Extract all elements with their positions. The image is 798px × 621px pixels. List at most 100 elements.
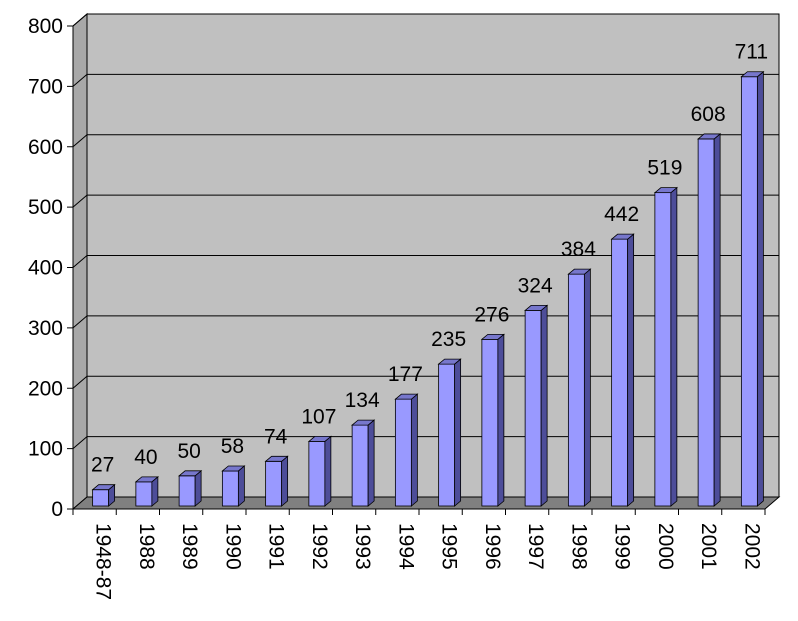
bar-front [221, 470, 239, 507]
bar-top [437, 358, 462, 365]
bar-top [351, 419, 376, 426]
bar-top [740, 71, 765, 78]
gridline [72, 315, 779, 329]
bar-top [264, 455, 289, 462]
data-label: 134 [345, 389, 380, 412]
bar-side [237, 465, 245, 507]
bar [351, 419, 376, 507]
bar-front [92, 489, 110, 507]
bar-side [194, 469, 202, 507]
bar-side [281, 455, 289, 507]
bar [697, 133, 722, 507]
bar-top [480, 333, 505, 340]
bar-top [134, 476, 159, 483]
bar-front [265, 460, 283, 507]
y-tick-label: 800 [28, 15, 63, 38]
data-label: 442 [604, 203, 639, 226]
bar-side [367, 419, 375, 507]
bar [524, 304, 549, 507]
data-label: 27 [91, 454, 114, 477]
bar-top [524, 304, 549, 311]
x-category-label: 1994 [394, 523, 417, 570]
data-label: 608 [691, 103, 726, 126]
bar [610, 233, 635, 507]
bar-side [497, 333, 505, 507]
bar-side [670, 186, 678, 507]
bar [307, 435, 332, 507]
bar-top [307, 435, 332, 442]
bar-top [567, 268, 592, 275]
y-tick-label: 100 [28, 438, 63, 461]
bar-front [438, 363, 456, 507]
bar-front [394, 398, 412, 507]
bar [221, 465, 246, 507]
x-category-label: 1948-87 [92, 523, 115, 600]
x-category-label: 2001 [697, 523, 720, 570]
data-labels: 27 40 50 58 74 107 134 177 235 276 324 384 442 519 608… [91, 41, 768, 477]
x-category-label: 1999 [611, 523, 634, 570]
bar-front [351, 424, 369, 507]
data-label: 40 [134, 446, 157, 469]
gridline [72, 134, 779, 148]
x-category-label: 1998 [567, 523, 590, 570]
bar-front [654, 192, 672, 507]
data-label: 74 [264, 425, 288, 448]
bar-top [697, 133, 722, 140]
data-label: 711 [735, 41, 768, 64]
gridline [72, 73, 779, 87]
x-category-label: 1992 [308, 523, 331, 570]
bar-front [178, 475, 196, 507]
x-category-label: 1991 [265, 523, 288, 570]
x-axis: 1948-87 1988 1989 1990 1991 1992 1993 1994 1995 1… [72, 508, 766, 600]
x-category-label: 1996 [481, 523, 504, 570]
gridline [72, 13, 779, 27]
bar-top [178, 470, 203, 477]
gridlines [72, 13, 779, 450]
data-label: 519 [647, 157, 682, 180]
bar-front [567, 273, 585, 507]
data-label: 107 [301, 405, 336, 428]
y-tick-label: 500 [28, 196, 63, 219]
gridline [72, 194, 779, 208]
gridline [72, 375, 779, 389]
x-category-label: 1993 [351, 523, 374, 570]
bar-side [756, 70, 764, 507]
x-category-label: 2002 [740, 523, 763, 570]
bar-front [611, 238, 629, 507]
bar-front [481, 338, 499, 507]
bar [264, 455, 289, 507]
data-label: 235 [431, 328, 466, 351]
bar [653, 186, 678, 507]
x-category-label: 2000 [654, 523, 677, 570]
x-category-label: 1995 [438, 523, 461, 570]
y-tick-label: 700 [28, 75, 63, 98]
bar-side [454, 358, 462, 507]
x-category-label: 1988 [135, 523, 158, 570]
bar-top [91, 484, 116, 491]
bar-side [713, 133, 721, 507]
y-tick-label: 200 [28, 377, 63, 400]
bar [437, 358, 462, 507]
bar-front [524, 309, 542, 507]
bars [91, 70, 765, 507]
bar [91, 483, 116, 507]
bar [394, 393, 419, 507]
y-tick-label: 0 [51, 498, 63, 521]
bar-side [627, 233, 635, 507]
y-tick-label: 400 [28, 257, 63, 280]
bar-top [221, 465, 246, 472]
bar [134, 475, 159, 507]
data-label: 177 [388, 363, 423, 386]
bar [567, 268, 592, 507]
bar-front [740, 76, 758, 507]
bar-side [410, 393, 418, 507]
data-label: 324 [518, 274, 553, 297]
bar [480, 333, 505, 507]
bar-front [697, 138, 715, 507]
bar-top [610, 233, 635, 240]
bar-front [135, 481, 153, 507]
y-tick-label: 300 [28, 317, 63, 340]
x-category-label: 1989 [178, 523, 201, 570]
x-category-label: 1990 [221, 523, 244, 570]
